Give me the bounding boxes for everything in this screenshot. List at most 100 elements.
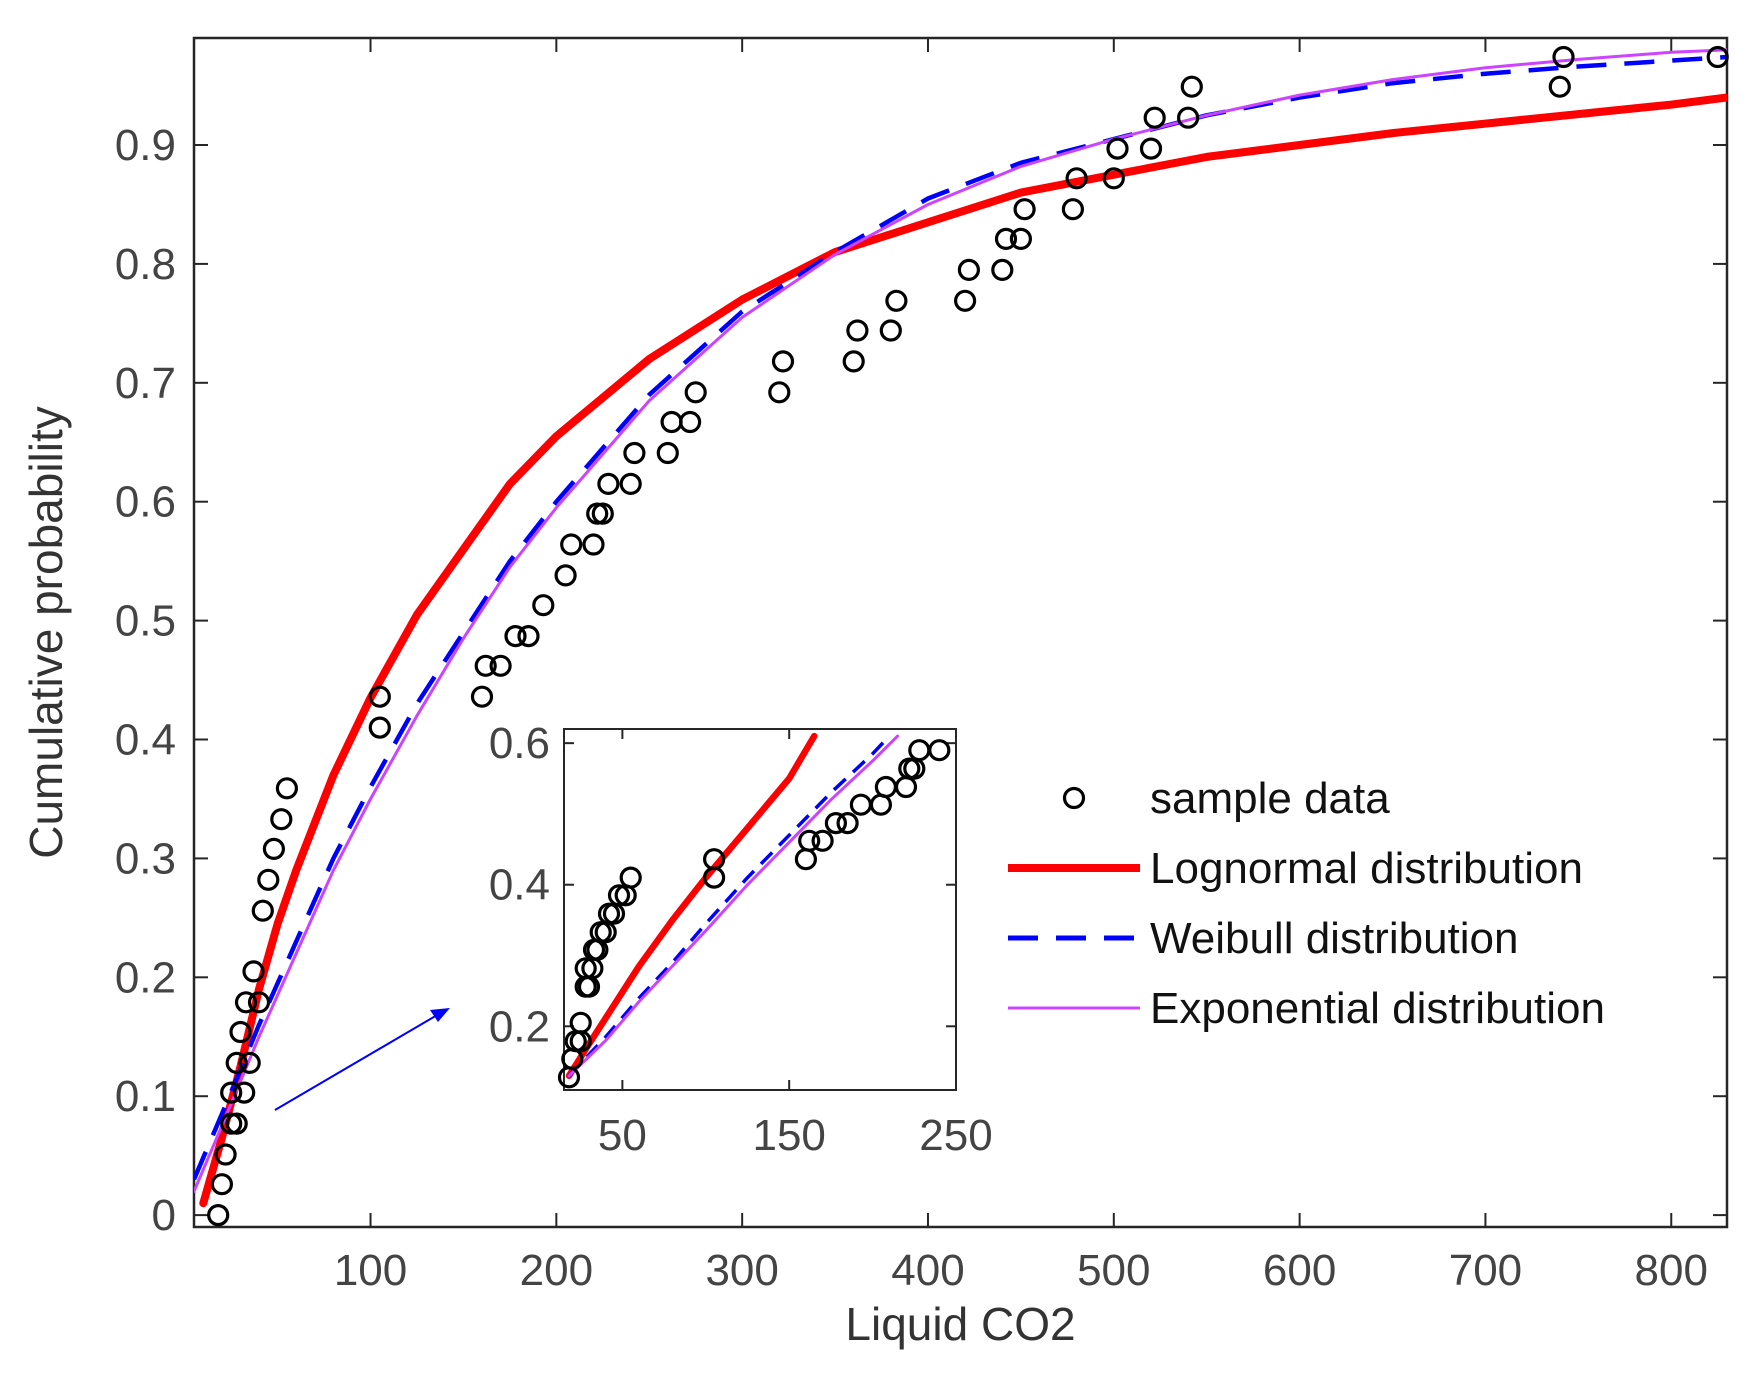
main-sample-point: [474, 654, 497, 677]
main-sample-point: [225, 1112, 248, 1135]
main-sample-point: [1143, 106, 1166, 129]
main-y-tick-label: 0.7: [115, 359, 176, 408]
main-sample-point: [234, 991, 258, 1014]
main-sample-point: [1009, 227, 1033, 250]
main-sample-point: [623, 441, 646, 465]
main-sample-point: [597, 472, 620, 495]
inset-weibull-curve: [567, 734, 891, 1078]
main-y-tick-label: 0.6: [115, 478, 176, 527]
legend-label-exponential: Exponential distribution: [1150, 984, 1605, 1033]
legend-item-exponential: Exponential distribution: [1008, 984, 1605, 1033]
inset-background: [564, 729, 956, 1090]
main-sample-point: [1102, 167, 1125, 190]
main-sample-point: [275, 777, 298, 800]
main-sample-point: [879, 319, 902, 342]
main-y-tick-label: 0.1: [115, 1072, 176, 1121]
main-sample-point: [270, 808, 293, 831]
inset-exponential-curve: [567, 734, 900, 1078]
main-sample-point: [554, 564, 577, 587]
main-sample-point: [1061, 198, 1085, 221]
main-sample-point: [684, 381, 707, 404]
inset-y-tick-label: 0.4: [489, 861, 550, 910]
inset-x-tick-label: 250: [919, 1111, 992, 1160]
main-weibull-curve: [194, 54, 1727, 1181]
main-x-tick-label: 200: [520, 1246, 593, 1295]
main-plot: 100 200 300 400 500 600 700 800 0 0.1 0.2 0.3 0.4 0.5…: [20, 36, 1729, 1350]
main-y-tick-label: 0.5: [115, 597, 176, 646]
main-x-tick-label: 800: [1635, 1246, 1708, 1295]
main-x-tick-label: 600: [1263, 1246, 1336, 1295]
legend-item-weibull: Weibull distribution: [1008, 914, 1518, 963]
inset-x-tick-label: 150: [752, 1111, 825, 1160]
legend-item-lognormal: Lognormal distribution: [1008, 844, 1583, 893]
annotation-layer: [274, 1008, 450, 1111]
main-sample-point: [247, 991, 271, 1014]
main-sample-points: [207, 45, 1729, 1227]
main-sample-point: [251, 899, 274, 922]
main-axes-box: [192, 36, 1729, 1229]
main-sample-point: [517, 624, 540, 648]
main-y-tick-label: 0.2: [115, 953, 176, 1002]
main-sample-point: [257, 868, 280, 891]
inset-sample-point: [569, 1011, 592, 1034]
main-sample-point: [1552, 45, 1575, 69]
inset-pointer-arrowhead: [430, 1008, 450, 1022]
main-sample-point: [991, 258, 1014, 281]
main-sample-point: [207, 1203, 230, 1227]
inset-sample-point: [928, 739, 951, 762]
inset-lines: [565, 732, 900, 1080]
main-sample-point: [368, 685, 391, 708]
main-x-tick-label: 100: [334, 1246, 407, 1295]
inset-sample-point: [702, 848, 726, 871]
main-sample-point: [229, 1020, 252, 1044]
inset-sample-point: [811, 829, 834, 852]
main-x-tick-label: 400: [891, 1246, 964, 1295]
main-sample-point: [842, 350, 865, 373]
main-sample-point: [1180, 75, 1203, 98]
main-sample-point: [368, 716, 391, 739]
inset-lognormal-curve: [565, 732, 818, 1080]
inset-sample-point: [607, 884, 631, 907]
main-sample-point: [470, 685, 494, 708]
main-sample-point: [1065, 167, 1088, 190]
main-y-tick-label: 0: [152, 1191, 176, 1240]
main-sample-point: [1139, 137, 1163, 160]
y-axis-title: Cumulative probability: [20, 406, 72, 859]
main-sample-point: [560, 533, 583, 556]
main-sample-point: [656, 441, 679, 465]
inset-pointer-arrow: [274, 1010, 445, 1111]
main-sample-point: [262, 837, 285, 861]
main-sample-point: [994, 227, 1018, 250]
inset-sample-point: [619, 866, 642, 889]
main-sample-point: [957, 258, 981, 281]
main-y-tick-label: 0.9: [115, 121, 176, 170]
main-y-tick-label: 0.8: [115, 240, 176, 289]
main-sample-point: [220, 1081, 243, 1104]
main-sample-point: [1706, 45, 1729, 69]
main-sample-point: [678, 410, 702, 434]
main-lognormal-curve: [199, 93, 1727, 1208]
main-sample-point: [1106, 137, 1129, 160]
main-sample-point: [238, 1051, 261, 1075]
legend-label-sample-data: sample data: [1150, 774, 1390, 823]
x-axis-title: Liquid CO2: [845, 1298, 1075, 1350]
main-sample-point: [771, 350, 795, 373]
inset-x-tick-label: 50: [598, 1111, 647, 1160]
main-sample-point: [768, 381, 791, 404]
main-sample-point: [242, 960, 265, 983]
legend-label-lognormal: Lognormal distribution: [1150, 844, 1583, 893]
main-sample-point: [582, 533, 605, 556]
inset-plot: 50 150 250 0.2 0.4 0.6: [489, 719, 993, 1160]
main-sample-point: [504, 624, 527, 648]
main-sample-point: [953, 289, 977, 312]
main-y-tick-label: 0.3: [115, 834, 176, 883]
inset-sample-point: [824, 811, 848, 835]
main-sample-point: [1548, 75, 1571, 98]
main-x-tick-label: 500: [1077, 1246, 1150, 1295]
main-sample-point: [233, 1081, 256, 1104]
main-lines: [194, 48, 1727, 1208]
main-sample-point: [1013, 198, 1036, 221]
inset-y-tick-label: 0.6: [489, 719, 550, 768]
